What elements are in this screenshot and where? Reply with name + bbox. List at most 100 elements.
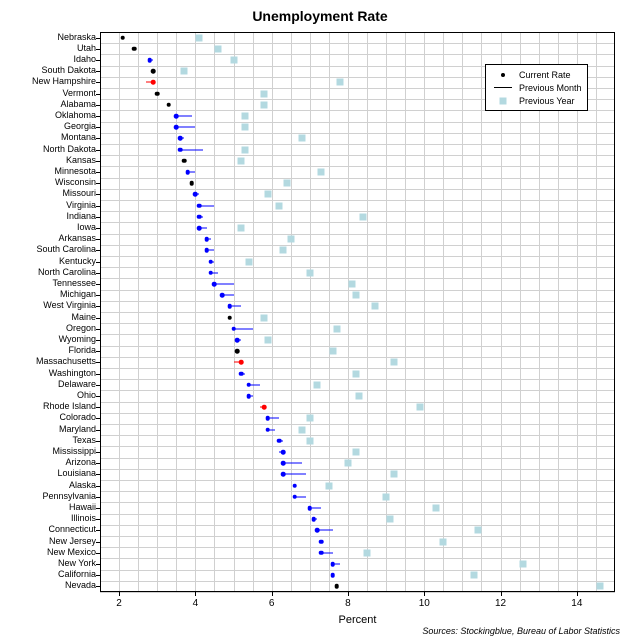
- y-tick: [96, 206, 100, 207]
- prev-year-marker: [596, 583, 603, 590]
- prev-month-whisker: [176, 127, 195, 128]
- y-label: Iowa: [77, 222, 96, 232]
- prev-year-marker: [470, 572, 477, 579]
- prev-year-marker: [261, 314, 268, 321]
- y-tick: [96, 105, 100, 106]
- current-rate-marker: [151, 80, 156, 85]
- y-tick: [96, 497, 100, 498]
- prev-year-marker: [230, 57, 237, 64]
- y-label: Rhode Island: [43, 401, 96, 411]
- prev-year-marker: [264, 337, 271, 344]
- current-rate-marker: [319, 551, 324, 556]
- current-rate-marker: [189, 181, 194, 186]
- chart-title: Unemployment Rate: [0, 8, 640, 24]
- y-tick: [96, 94, 100, 95]
- plot-area: [100, 32, 615, 592]
- current-rate-marker: [197, 215, 202, 220]
- y-label: Louisiana: [57, 468, 96, 478]
- prev-year-marker: [196, 34, 203, 41]
- y-tick: [96, 306, 100, 307]
- y-label: Colorado: [59, 412, 96, 422]
- current-rate-marker: [132, 47, 137, 52]
- y-label: Idaho: [73, 54, 96, 64]
- y-label: Tennessee: [52, 278, 96, 288]
- grid-h: [100, 290, 615, 291]
- y-tick: [96, 329, 100, 330]
- y-label: Georgia: [64, 121, 96, 131]
- grid-h: [100, 267, 615, 268]
- y-label: New York: [58, 558, 96, 568]
- current-rate-marker: [231, 327, 236, 332]
- prev-year-marker: [276, 202, 283, 209]
- y-label: Washington: [49, 368, 96, 378]
- prev-year-marker: [287, 236, 294, 243]
- y-tick: [96, 474, 100, 475]
- y-tick: [96, 38, 100, 39]
- y-tick: [96, 49, 100, 50]
- y-tick: [96, 430, 100, 431]
- prev-year-marker: [215, 45, 222, 52]
- prev-year-marker: [299, 426, 306, 433]
- grid-h: [100, 122, 615, 123]
- current-rate-marker: [197, 226, 202, 231]
- prev-year-marker: [283, 180, 290, 187]
- current-rate-marker: [174, 125, 179, 130]
- y-label: Pennsylvania: [42, 491, 96, 501]
- current-rate-marker: [311, 517, 316, 522]
- grid-h: [100, 547, 615, 548]
- legend-label: Previous Month: [519, 83, 582, 93]
- y-tick: [96, 486, 100, 487]
- y-label: California: [58, 569, 96, 579]
- y-label: West Virginia: [43, 300, 96, 310]
- x-tick: [577, 592, 578, 596]
- prev-year-marker: [440, 538, 447, 545]
- x-tick: [272, 592, 273, 596]
- legend-symbol: [491, 82, 515, 94]
- prev-year-marker: [329, 348, 336, 355]
- grid-h: [100, 458, 615, 459]
- legend-row: Previous Year: [491, 94, 582, 107]
- y-label: Arizona: [65, 457, 96, 467]
- y-tick: [96, 262, 100, 263]
- grid-h: [100, 144, 615, 145]
- prev-year-marker: [360, 213, 367, 220]
- y-label: North Carolina: [38, 267, 96, 277]
- prev-year-marker: [386, 516, 393, 523]
- grid-h: [100, 211, 615, 212]
- y-label: Indiana: [66, 211, 96, 221]
- y-tick: [96, 553, 100, 554]
- current-rate-marker: [292, 483, 297, 488]
- grid-h: [100, 402, 615, 403]
- prev-year-marker: [520, 561, 527, 568]
- legend-row: Current Rate: [491, 68, 582, 81]
- y-tick: [96, 150, 100, 151]
- legend-symbol: [491, 95, 515, 107]
- y-label: Oregon: [66, 323, 96, 333]
- grid-h: [100, 491, 615, 492]
- current-rate-marker: [266, 416, 271, 421]
- prev-year-marker: [333, 325, 340, 332]
- y-label: New Hampshire: [32, 76, 96, 86]
- grid-h: [100, 413, 615, 414]
- prev-year-marker: [264, 191, 271, 198]
- y-tick: [96, 239, 100, 240]
- y-label: Maine: [71, 312, 96, 322]
- prev-year-marker: [238, 225, 245, 232]
- x-tick: [424, 592, 425, 596]
- current-rate-marker: [308, 506, 313, 511]
- prev-year-marker: [390, 471, 397, 478]
- grid-h: [100, 435, 615, 436]
- y-tick: [96, 463, 100, 464]
- current-rate-marker: [319, 539, 324, 544]
- legend-row: Previous Month: [491, 81, 582, 94]
- y-tick: [96, 60, 100, 61]
- y-label: Alaska: [69, 480, 96, 490]
- y-tick: [96, 418, 100, 419]
- prev-year-marker: [390, 359, 397, 366]
- prev-year-marker: [245, 258, 252, 265]
- x-tick: [195, 592, 196, 596]
- prev-year-marker: [241, 124, 248, 131]
- y-label: Kansas: [66, 155, 96, 165]
- y-tick: [96, 217, 100, 218]
- grid-h: [100, 502, 615, 503]
